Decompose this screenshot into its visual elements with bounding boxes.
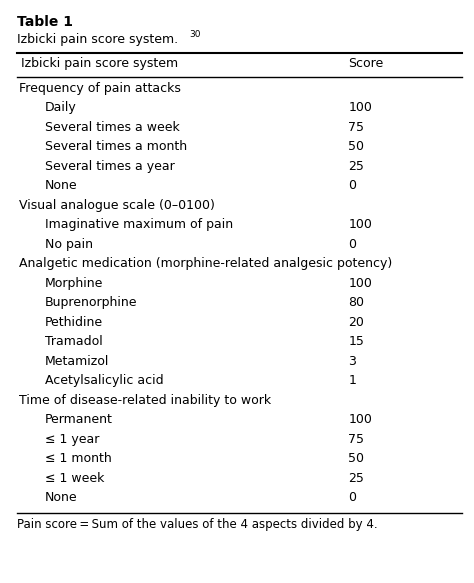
Text: 20: 20 bbox=[348, 315, 364, 329]
Text: 30: 30 bbox=[190, 30, 201, 38]
Text: Frequency of pain attacks: Frequency of pain attacks bbox=[19, 82, 181, 94]
Text: No pain: No pain bbox=[45, 238, 93, 251]
Text: ≤ 1 year: ≤ 1 year bbox=[45, 433, 100, 445]
Text: 50: 50 bbox=[348, 452, 365, 465]
Text: Daily: Daily bbox=[45, 101, 77, 114]
Text: Tramadol: Tramadol bbox=[45, 335, 103, 348]
Text: 3: 3 bbox=[348, 354, 356, 367]
Text: Several times a week: Several times a week bbox=[45, 121, 180, 134]
Text: Visual analogue scale (0–0100): Visual analogue scale (0–0100) bbox=[19, 199, 215, 212]
Text: 1: 1 bbox=[348, 374, 356, 387]
Text: Several times a month: Several times a month bbox=[45, 140, 187, 153]
Text: 0: 0 bbox=[348, 179, 356, 192]
Text: 50: 50 bbox=[348, 140, 365, 153]
Text: Metamizol: Metamizol bbox=[45, 354, 109, 367]
Text: 25: 25 bbox=[348, 160, 364, 173]
Text: None: None bbox=[45, 179, 78, 192]
Text: 100: 100 bbox=[348, 218, 372, 231]
Text: 0: 0 bbox=[348, 491, 356, 504]
Text: ≤ 1 month: ≤ 1 month bbox=[45, 452, 112, 465]
Text: Analgetic medication (morphine-related analgesic potency): Analgetic medication (morphine-related a… bbox=[19, 257, 392, 270]
Text: Table 1: Table 1 bbox=[17, 15, 73, 29]
Text: ≤ 1 week: ≤ 1 week bbox=[45, 472, 104, 484]
Text: Pethidine: Pethidine bbox=[45, 315, 103, 329]
Text: 15: 15 bbox=[348, 335, 364, 348]
Text: Acetylsalicylic acid: Acetylsalicylic acid bbox=[45, 374, 164, 387]
Text: Several times a year: Several times a year bbox=[45, 160, 175, 173]
Text: Time of disease-related inability to work: Time of disease-related inability to wor… bbox=[19, 394, 271, 406]
Text: 25: 25 bbox=[348, 472, 364, 484]
Text: Buprenorphine: Buprenorphine bbox=[45, 296, 137, 309]
Text: Score: Score bbox=[348, 57, 383, 69]
Text: None: None bbox=[45, 491, 78, 504]
Text: 75: 75 bbox=[348, 433, 365, 445]
Text: Pain score = Sum of the values of the 4 aspects divided by 4.: Pain score = Sum of the values of the 4 … bbox=[17, 518, 377, 531]
Text: 100: 100 bbox=[348, 276, 372, 290]
Text: Izbicki pain score system.: Izbicki pain score system. bbox=[17, 33, 178, 45]
Text: Morphine: Morphine bbox=[45, 276, 103, 290]
Text: Imaginative maximum of pain: Imaginative maximum of pain bbox=[45, 218, 233, 231]
Text: 0: 0 bbox=[348, 238, 356, 251]
Text: 100: 100 bbox=[348, 413, 372, 426]
Text: 80: 80 bbox=[348, 296, 365, 309]
Text: 100: 100 bbox=[348, 101, 372, 114]
Text: Izbicki pain score system: Izbicki pain score system bbox=[21, 57, 178, 69]
Text: Permanent: Permanent bbox=[45, 413, 113, 426]
Text: 75: 75 bbox=[348, 121, 365, 134]
